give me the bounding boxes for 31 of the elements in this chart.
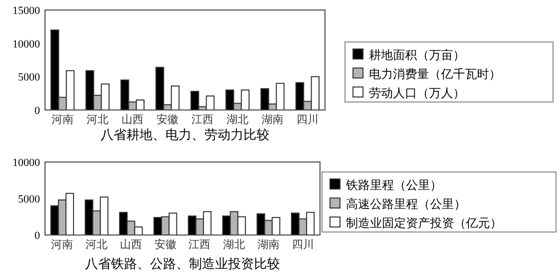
legend-label: 劳动人口（万人） (369, 86, 465, 100)
legend-label: 铁路里程（公里） (345, 178, 442, 192)
x-tick-label: 山西 (120, 238, 142, 251)
x-tick-label: 山西 (122, 113, 144, 126)
legend-label: 制造业固定资产投资（亿元） (346, 216, 502, 230)
x-tick-label: 湖南 (257, 238, 280, 251)
x-tick-label: 河北 (86, 113, 108, 126)
text: 八省耕地、电力、劳动力比较 (100, 127, 270, 142)
x-tick-label: 安徽 (154, 238, 176, 251)
y-tick-label: 5000 (18, 194, 40, 206)
legend-label: 高速公路里程（公里） (346, 197, 466, 211)
y-tick-label: 15000 (12, 5, 40, 17)
y-tick-label: 0 (34, 105, 40, 117)
y-tick-label: 10000 (12, 38, 40, 50)
x-tick-label: 江西 (188, 239, 211, 251)
x-tick-label: 江西 (192, 114, 214, 126)
x-tick-label: 安徽 (156, 113, 178, 126)
y-tick-label: 0 (34, 230, 40, 242)
x-tick-label: 四川 (292, 238, 314, 251)
text: 八省铁路、公路、制造业投资比较 (85, 256, 280, 271)
x-tick-label: 湖北 (223, 238, 246, 251)
x-tick-label: 湖北 (226, 113, 248, 126)
x-tick-label: 湖南 (262, 113, 284, 126)
legend-label: 电力消费量（亿千瓦时） (369, 67, 501, 81)
y-tick-label: 5000 (18, 72, 40, 84)
legend-label: 耕地面积（万亩） (369, 48, 465, 62)
y-tick-label: 10000 (12, 157, 40, 169)
x-tick-label: 河南 (51, 238, 74, 251)
x-tick-label: 河北 (86, 238, 108, 251)
x-tick-label: 河南 (52, 113, 74, 126)
x-tick-label: 四川 (296, 113, 318, 126)
